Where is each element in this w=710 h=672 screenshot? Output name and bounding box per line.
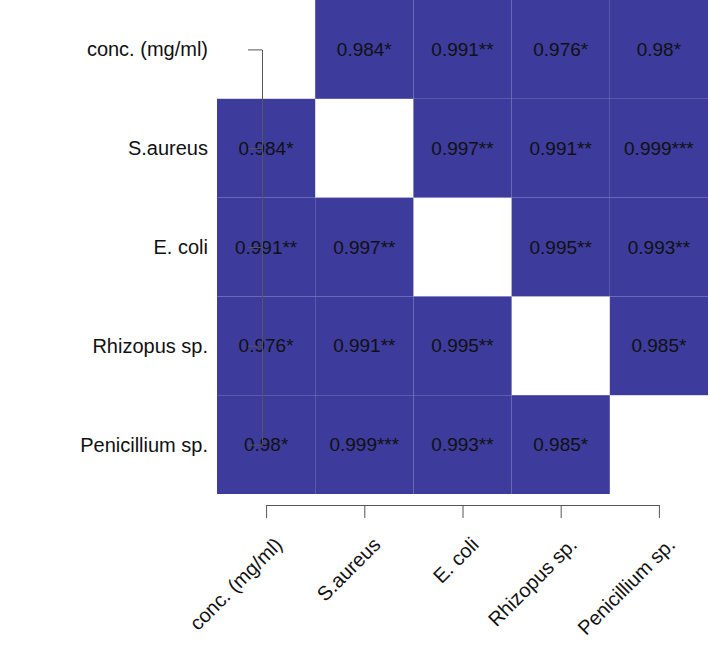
tick-label: E. coli bbox=[154, 236, 208, 258]
x-axis: conc. (mg/ml) S.aureus E. coliRhizopus sp.… bbox=[185, 505, 679, 639]
cell-label: 0.976* bbox=[533, 39, 589, 60]
tick-label: conc. (mg/ml) bbox=[87, 38, 208, 60]
cell-label: 0.995** bbox=[431, 335, 494, 356]
tick: S.aureus bbox=[312, 505, 384, 605]
cell bbox=[315, 395, 413, 494]
tick-mark bbox=[364, 505, 365, 518]
cell-label: 0.985* bbox=[533, 434, 589, 455]
tick: Rhizopus sp. bbox=[92, 335, 262, 357]
cell-label: 0.984* bbox=[239, 138, 295, 159]
tick-mark bbox=[248, 247, 262, 248]
cell-label: 0.985* bbox=[631, 335, 687, 356]
cell bbox=[610, 198, 708, 297]
chart: 0.984* 0.991** 0.976* 0.98* 0.984* 0.997** 0.9… bbox=[0, 0, 710, 672]
tick-label: Rhizopus sp. bbox=[484, 533, 581, 630]
cell bbox=[413, 395, 511, 494]
cells bbox=[217, 0, 708, 494]
cell-label: 0.999*** bbox=[624, 138, 694, 159]
cell bbox=[512, 198, 610, 297]
tick-mark bbox=[248, 148, 262, 149]
tick-mark bbox=[248, 445, 262, 446]
cell bbox=[413, 296, 511, 395]
cell-label: 0.991** bbox=[333, 335, 396, 356]
cell-labels: 0.984* 0.991** 0.976* 0.98* 0.984* 0.997** 0.9… bbox=[235, 39, 694, 455]
tick-label: Penicillium sp. bbox=[573, 533, 679, 639]
cell bbox=[217, 99, 315, 198]
tick: Rhizopus sp. bbox=[484, 505, 581, 631]
y-axis: conc. (mg/ml) S.aureus E. coli Rhizopus sp.… bbox=[80, 38, 262, 455]
tick: conc. (mg/ml) bbox=[185, 505, 286, 634]
tick-mark bbox=[248, 346, 262, 347]
cell-label: 0.997** bbox=[333, 237, 396, 258]
cell bbox=[217, 395, 315, 494]
cell-label: 0.984* bbox=[337, 39, 393, 60]
cell-label: 0.991** bbox=[431, 39, 494, 60]
cell bbox=[512, 0, 610, 99]
axis-line bbox=[262, 50, 263, 445]
tick-label: S.aureus bbox=[312, 533, 384, 605]
cell-label: 0.98* bbox=[244, 434, 289, 455]
cell bbox=[413, 0, 511, 99]
tick: Penicillium sp. bbox=[80, 434, 262, 456]
cell bbox=[610, 296, 708, 395]
tick-mark bbox=[248, 49, 262, 50]
tick-label: S.aureus bbox=[128, 137, 208, 159]
cell bbox=[512, 395, 610, 494]
cell-label: 0.999*** bbox=[329, 434, 399, 455]
cell bbox=[217, 198, 315, 297]
tick-mark bbox=[659, 505, 660, 518]
cell bbox=[315, 198, 413, 297]
cell-label: 0.976* bbox=[239, 335, 295, 356]
tick: E. coli bbox=[429, 505, 483, 587]
cell-label: 0.98* bbox=[637, 39, 682, 60]
tick: Penicillium sp. bbox=[573, 505, 679, 639]
cell bbox=[512, 99, 610, 198]
cell-label: 0.991** bbox=[235, 237, 298, 258]
cell-label: 0.995** bbox=[530, 237, 593, 258]
tick: S.aureus bbox=[128, 137, 262, 159]
tick: E. coli bbox=[154, 236, 262, 258]
cell bbox=[413, 99, 511, 198]
tick-label: E. coli bbox=[429, 533, 483, 587]
tick: conc. (mg/ml) bbox=[87, 38, 262, 60]
cell bbox=[217, 296, 315, 395]
cell-label: 0.991** bbox=[530, 138, 593, 159]
cell bbox=[610, 99, 708, 198]
cell bbox=[315, 0, 413, 99]
tick-mark bbox=[266, 505, 267, 518]
tick-label: Rhizopus sp. bbox=[92, 335, 208, 357]
cell bbox=[315, 296, 413, 395]
cell bbox=[610, 0, 708, 99]
tick-mark bbox=[463, 505, 464, 518]
cell-label: 0.997** bbox=[431, 138, 494, 159]
tick-label: conc. (mg/ml) bbox=[185, 533, 286, 634]
tick-mark bbox=[561, 505, 562, 518]
tick-label: Penicillium sp. bbox=[80, 434, 208, 456]
cell-label: 0.993** bbox=[431, 434, 494, 455]
cell-label: 0.993** bbox=[628, 237, 691, 258]
